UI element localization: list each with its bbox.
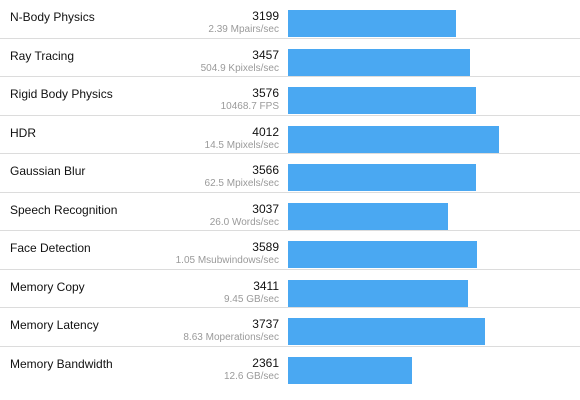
benchmark-row: Speech Recognition 3037 26.0 Words/sec bbox=[0, 193, 580, 231]
benchmark-row: Memory Latency 3737 8.63 Moperations/sec bbox=[0, 308, 580, 347]
benchmark-score: 3566 bbox=[252, 163, 279, 177]
benchmark-name: Rigid Body Physics bbox=[10, 87, 113, 101]
benchmark-row: Memory Copy 3411 9.45 GB/sec bbox=[0, 270, 580, 308]
benchmark-metric: 14.5 Mpixels/sec bbox=[204, 139, 279, 151]
benchmark-metric: 10468.7 FPS bbox=[220, 101, 279, 112]
benchmark-score-bar bbox=[288, 202, 448, 230]
benchmark-score: 3037 bbox=[252, 201, 279, 216]
benchmark-row: N-Body Physics 3199 2.39 Mpairs/sec bbox=[0, 0, 580, 39]
benchmark-row: Face Detection 3589 1.05 Msubwindows/sec bbox=[0, 231, 580, 270]
benchmark-name: Memory Copy bbox=[10, 279, 85, 294]
benchmark-name: Speech Recognition bbox=[10, 202, 118, 217]
benchmark-row: HDR 4012 14.5 Mpixels/sec bbox=[0, 116, 580, 154]
benchmark-score-bar bbox=[288, 318, 485, 345]
benchmark-metric: 12.6 GB/sec bbox=[223, 370, 279, 382]
benchmark-score-bar bbox=[288, 241, 477, 268]
benchmark-name: Memory Latency bbox=[10, 318, 99, 332]
benchmark-row: Ray Tracing 3457 504.9 Kpixels/sec bbox=[0, 39, 580, 77]
benchmark-name: N-Body Physics bbox=[10, 10, 95, 24]
benchmark-score-bar bbox=[288, 87, 477, 114]
benchmark-row: Rigid Body Physics 3576 10468.7 FPS bbox=[0, 77, 580, 116]
benchmark-score-bar bbox=[288, 279, 468, 307]
benchmark-score-bar bbox=[288, 356, 413, 384]
benchmark-name: Memory Bandwidth bbox=[10, 356, 113, 371]
benchmark-metric: 26.0 Words/sec bbox=[209, 216, 279, 228]
benchmark-score: 3199 bbox=[252, 9, 279, 23]
benchmark-score: 4012 bbox=[252, 124, 279, 139]
benchmark-metric: 9.45 GB/sec bbox=[223, 293, 279, 305]
benchmark-metric: 2.39 Mpairs/sec bbox=[208, 24, 279, 35]
benchmark-score-bar bbox=[288, 10, 457, 37]
benchmark-score: 3737 bbox=[252, 317, 279, 331]
benchmark-score: 3457 bbox=[252, 47, 279, 62]
benchmark-score-bar bbox=[288, 48, 470, 76]
benchmark-score: 3589 bbox=[252, 240, 279, 254]
benchmark-name: Face Detection bbox=[10, 241, 91, 255]
benchmark-name: Gaussian Blur bbox=[10, 164, 86, 178]
benchmark-name: Ray Tracing bbox=[10, 48, 75, 63]
benchmark-name: HDR bbox=[10, 125, 36, 140]
benchmark-row: Gaussian Blur 3566 62.5 Mpixels/sec bbox=[0, 154, 580, 193]
benchmark-score-bar bbox=[288, 164, 476, 191]
benchmark-metric: 504.9 Kpixels/sec bbox=[200, 62, 279, 74]
benchmark-score: 3576 bbox=[252, 86, 279, 100]
benchmark-metric: 62.5 Mpixels/sec bbox=[204, 178, 279, 189]
benchmark-score-bar bbox=[288, 125, 500, 153]
benchmark-score: 2361 bbox=[252, 355, 279, 370]
benchmark-score: 3411 bbox=[253, 278, 279, 293]
benchmark-metric: 8.63 Moperations/sec bbox=[183, 332, 279, 343]
benchmark-row: Memory Bandwidth 2361 12.6 GB/sec bbox=[0, 347, 580, 386]
benchmark-metric: 1.05 Msubwindows/sec bbox=[175, 255, 279, 266]
